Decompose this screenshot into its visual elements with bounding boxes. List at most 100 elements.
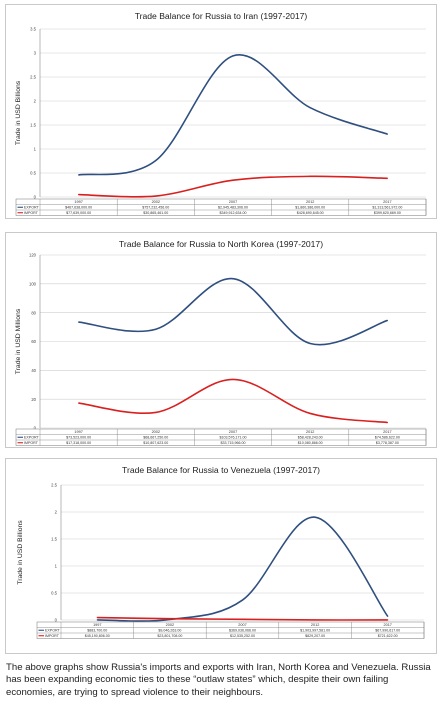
data-label: $67,990,617.00: [375, 629, 400, 633]
data-label: $3,778,387.00: [376, 441, 399, 445]
legend-label-export: EXPORT: [24, 436, 40, 440]
chart-title: Trade Balance for Russia to Venezuela (1…: [122, 465, 320, 475]
y-tick-label: 3: [34, 51, 37, 56]
y-tick-label: 2.5: [30, 75, 36, 80]
series-line-export: [97, 516, 389, 622]
y-axis-label: Trade in USD Billions: [17, 520, 24, 585]
x-tick-label: 2002: [152, 430, 160, 434]
data-label: $103,576,171.00: [220, 436, 247, 440]
x-tick-label: 1997: [74, 200, 82, 204]
y-tick-label: 2: [34, 99, 37, 104]
data-point-export: [314, 516, 316, 518]
data-label: $757,232,456.00: [142, 206, 169, 210]
y-tick-label: 40: [31, 368, 36, 373]
y-tick-label: 1.5: [30, 123, 36, 128]
legend-label-import: IMPORT: [45, 634, 60, 638]
data-point-export: [155, 328, 157, 330]
data-label: $467,638,000.00: [65, 206, 92, 210]
data-label: $74,586,622.00: [375, 436, 400, 440]
x-tick-label: 2002: [166, 623, 174, 627]
data-label: $45,190,806.00: [85, 634, 110, 638]
y-tick-label: 2.5: [51, 483, 57, 488]
x-tick-label: 1997: [93, 623, 101, 627]
data-label: $10,807,623.00: [143, 441, 168, 445]
y-tick-label: 120: [29, 253, 37, 258]
series-line-export: [78, 277, 388, 346]
y-tick-label: 1.5: [51, 537, 57, 542]
data-label: $829,207.00: [305, 634, 325, 638]
y-tick-label: 80: [31, 310, 36, 315]
data-point-export: [241, 599, 244, 601]
data-label: $77,639,000.00: [66, 211, 91, 215]
data-point-export: [232, 278, 234, 280]
data-label: $369,036,066.00: [229, 629, 256, 633]
chart-title: Trade Balance for Russia to North Korea …: [119, 239, 323, 249]
y-tick-label: 60: [31, 339, 36, 344]
data-label: $399,620,669.00: [374, 211, 401, 215]
data-point-import: [386, 177, 388, 179]
data-label: $1,860,386,000.00: [295, 206, 325, 210]
chart-title: Trade Balance for Russia to Iran (1997-2…: [135, 11, 308, 21]
legend-label-import: IMPORT: [24, 211, 39, 215]
chart-venezuela: Trade Balance for Russia to Venezuela (1…: [5, 458, 437, 654]
series-line-import: [78, 378, 388, 424]
data-point-import: [314, 619, 316, 621]
data-label: $68,667,250.00: [143, 436, 168, 440]
y-tick-label: 20: [31, 397, 36, 402]
data-point-import: [387, 619, 389, 621]
x-tick-label: 2012: [306, 200, 314, 204]
data-point-export: [96, 619, 98, 621]
data-label: $33,715,966.00: [221, 441, 246, 445]
data-point-export: [78, 174, 80, 176]
y-tick-label: 2: [55, 510, 58, 515]
chart-venezuela-svg: Trade Balance for Russia to Venezuela (1…: [17, 465, 425, 639]
y-tick-label: 0: [34, 195, 37, 200]
chart-north-korea: Trade Balance for Russia to North Korea …: [5, 232, 437, 448]
data-point-import: [241, 618, 244, 620]
x-tick-label: 2007: [229, 430, 237, 434]
chart-iran-svg: Trade Balance for Russia to Iran (1997-2…: [15, 11, 427, 216]
data-label: $2,945,483,306.00: [218, 206, 248, 210]
data-label: $883,700.00: [87, 629, 107, 633]
legend-label-export: EXPORT: [24, 206, 40, 210]
data-label: $428,690,645.00: [297, 211, 324, 215]
data-point-import: [232, 179, 234, 181]
data-point-export: [232, 55, 234, 57]
data-point-export: [386, 133, 388, 135]
data-label: $12,535,252.00: [230, 634, 255, 638]
data-point-import: [78, 194, 80, 196]
y-tick-label: 0.5: [51, 591, 57, 596]
chart-north-korea-svg: Trade Balance for Russia to North Korea …: [15, 239, 427, 446]
y-tick-label: 3.5: [30, 27, 36, 32]
series-line-export: [78, 54, 388, 176]
data-point-export: [309, 107, 311, 109]
data-label: $10,080,866.00: [298, 441, 323, 445]
data-point-export: [386, 319, 388, 322]
legend-label-export: EXPORT: [45, 629, 61, 633]
x-tick-label: 2017: [383, 430, 391, 434]
y-tick-label: 100: [29, 281, 37, 286]
x-tick-label: 2002: [152, 200, 160, 204]
x-tick-label: 2007: [238, 623, 246, 627]
data-point-import: [309, 175, 311, 177]
y-tick-label: 0.5: [30, 171, 36, 176]
data-point-import: [155, 411, 157, 414]
x-tick-label: 2007: [229, 200, 237, 204]
data-point-import: [386, 421, 388, 424]
series-line-import: [78, 175, 388, 198]
data-point-import: [169, 618, 171, 620]
data-point-export: [387, 615, 389, 617]
data-label: $349,912,634.00: [220, 211, 247, 215]
x-tick-label: 2012: [311, 623, 319, 627]
x-tick-label: 1997: [74, 430, 82, 434]
y-tick-label: 1: [34, 147, 37, 152]
data-label: $721,622.00: [378, 634, 398, 638]
x-tick-label: 2012: [306, 430, 314, 434]
data-label: $1,313,561,972.00: [372, 206, 402, 210]
data-point-import: [309, 412, 311, 415]
data-point-import: [78, 402, 80, 404]
data-point-import: [232, 378, 234, 381]
chart-iran: Trade Balance for Russia to Iran (1997-2…: [5, 4, 437, 219]
data-point-export: [155, 159, 157, 162]
data-point-export: [309, 342, 311, 345]
